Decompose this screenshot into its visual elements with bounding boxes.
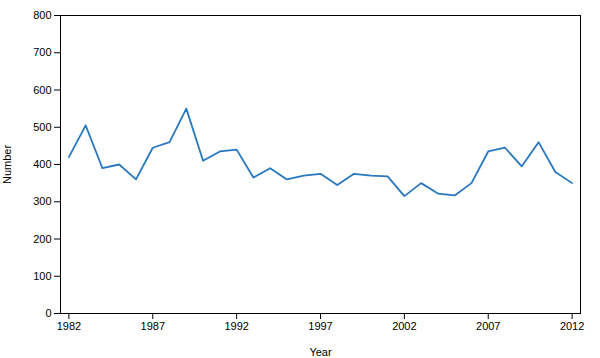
svg-text:1987: 1987: [141, 320, 165, 332]
svg-text:1997: 1997: [308, 320, 332, 332]
svg-text:2012: 2012: [560, 320, 584, 332]
svg-text:300: 300: [33, 195, 51, 207]
svg-text:Year: Year: [309, 346, 332, 358]
svg-text:2007: 2007: [476, 320, 500, 332]
svg-text:500: 500: [33, 121, 51, 133]
svg-text:400: 400: [33, 158, 51, 170]
svg-text:600: 600: [33, 84, 51, 96]
svg-text:2002: 2002: [392, 320, 416, 332]
svg-text:0: 0: [45, 307, 51, 319]
svg-text:200: 200: [33, 233, 51, 245]
svg-text:100: 100: [33, 270, 51, 282]
svg-text:1982: 1982: [57, 320, 81, 332]
svg-text:Number: Number: [1, 145, 13, 184]
svg-text:700: 700: [33, 46, 51, 58]
svg-text:800: 800: [33, 9, 51, 21]
svg-text:1992: 1992: [224, 320, 248, 332]
